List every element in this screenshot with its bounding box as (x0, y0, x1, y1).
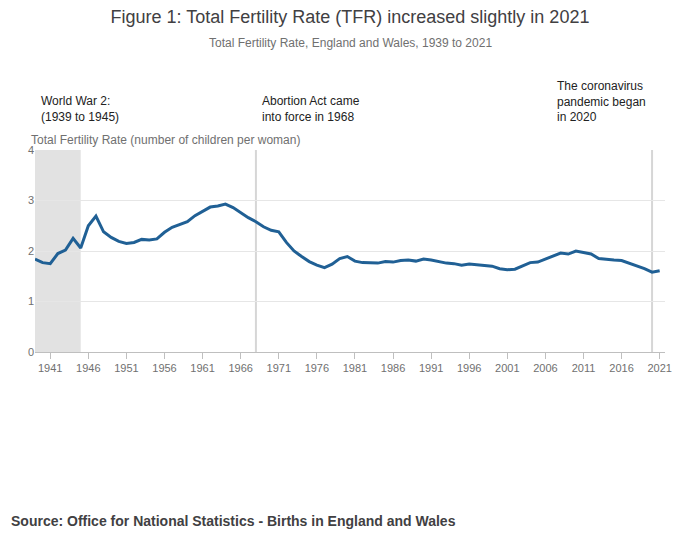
svg-text:Total Fertility Rate, England: Total Fertility Rate, England and Wales,… (209, 36, 492, 50)
svg-text:Total Fertility Rate (number o: Total Fertility Rate (number of children… (31, 133, 300, 147)
svg-text:4: 4 (28, 144, 34, 156)
svg-text:1991: 1991 (419, 362, 443, 374)
svg-text:1981: 1981 (343, 362, 367, 374)
svg-text:1971: 1971 (267, 362, 291, 374)
svg-text:2: 2 (28, 245, 34, 257)
svg-text:1946: 1946 (76, 362, 100, 374)
svg-text:Abortion Act cameinto force in: Abortion Act cameinto force in 1968 (262, 94, 360, 124)
svg-text:1976: 1976 (305, 362, 329, 374)
svg-text:3: 3 (28, 194, 34, 206)
svg-text:World War 2:(1939 to 1945): World War 2:(1939 to 1945) (41, 94, 119, 124)
svg-text:1951: 1951 (114, 362, 138, 374)
svg-text:1941: 1941 (38, 362, 62, 374)
svg-text:2011: 2011 (572, 362, 596, 374)
svg-text:Source: Office for National St: Source: Office for National Statistics -… (11, 513, 456, 529)
svg-text:2021: 2021 (647, 362, 671, 374)
svg-text:2006: 2006 (533, 362, 557, 374)
svg-text:1961: 1961 (190, 362, 214, 374)
svg-text:2001: 2001 (495, 362, 519, 374)
svg-text:1986: 1986 (381, 362, 405, 374)
svg-text:1996: 1996 (457, 362, 481, 374)
svg-text:0: 0 (28, 346, 34, 358)
svg-text:1956: 1956 (152, 362, 176, 374)
svg-text:Figure 1: Total Fertility Rate: Figure 1: Total Fertility Rate (TFR) inc… (111, 7, 590, 27)
svg-text:The coronaviruspandemic begani: The coronaviruspandemic beganin 2020 (557, 79, 646, 124)
svg-text:1: 1 (28, 295, 34, 307)
svg-text:2016: 2016 (609, 362, 633, 374)
svg-text:1966: 1966 (228, 362, 252, 374)
